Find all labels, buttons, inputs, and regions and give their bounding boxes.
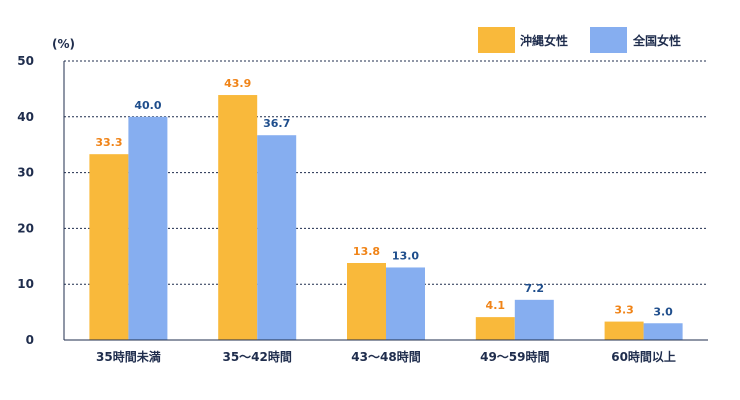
bar-national bbox=[514, 299, 554, 340]
y-axis-ticks: 0 10 20 30 40 50 bbox=[17, 54, 34, 347]
x-category-label: 35～42時間 bbox=[222, 349, 291, 364]
y-unit-label: (%) bbox=[52, 37, 75, 51]
bar-okinawa bbox=[347, 262, 386, 340]
data-label: 33.3 bbox=[95, 136, 122, 149]
legend-swatch-national bbox=[590, 27, 627, 53]
bar-national bbox=[643, 323, 683, 340]
y-tick-label: 10 bbox=[17, 277, 34, 291]
y-tick-label: 40 bbox=[17, 110, 34, 124]
legend: 沖縄女性 全国女性 bbox=[478, 27, 681, 53]
data-label: 3.3 bbox=[614, 304, 634, 317]
y-tick-label: 30 bbox=[17, 166, 34, 180]
data-label: 3.0 bbox=[653, 305, 673, 318]
data-label: 36.7 bbox=[263, 117, 290, 130]
data-label: 4.1 bbox=[486, 299, 506, 312]
legend-label-okinawa: 沖縄女性 bbox=[520, 33, 568, 48]
legend-swatch-okinawa bbox=[478, 27, 515, 53]
x-category-label: 43～48時間 bbox=[351, 349, 420, 364]
data-label: 40.0 bbox=[134, 99, 161, 112]
data-label: 7.2 bbox=[525, 282, 545, 295]
bar-okinawa bbox=[475, 317, 515, 340]
bar-national bbox=[386, 267, 425, 340]
data-label: 13.0 bbox=[392, 249, 419, 262]
x-category-label: 49～59時間 bbox=[480, 349, 549, 364]
bar-okinawa bbox=[218, 95, 258, 341]
value-labels: 33.3 40.0 43.9 36.7 13.8 13.0 4.1 7.2 3.3 3.0 bbox=[95, 77, 673, 318]
bar-okinawa bbox=[604, 321, 644, 340]
legend-label-national: 全国女性 bbox=[632, 33, 681, 48]
x-category-label: 60時間以上 bbox=[611, 349, 676, 364]
bar-okinawa bbox=[89, 154, 129, 340]
data-label: 13.8 bbox=[353, 245, 380, 258]
data-label: 43.9 bbox=[224, 77, 251, 90]
bar-national bbox=[257, 135, 297, 340]
x-category-label: 35時間未満 bbox=[96, 349, 161, 364]
y-tick-label: 0 bbox=[26, 333, 34, 347]
bar-national bbox=[128, 116, 168, 340]
bars bbox=[89, 95, 683, 341]
y-tick-label: 50 bbox=[17, 54, 34, 68]
y-tick-label: 20 bbox=[17, 221, 34, 235]
x-axis-labels: 35時間未満 35～42時間 43～48時間 49～59時間 60時間以上 bbox=[96, 349, 676, 364]
